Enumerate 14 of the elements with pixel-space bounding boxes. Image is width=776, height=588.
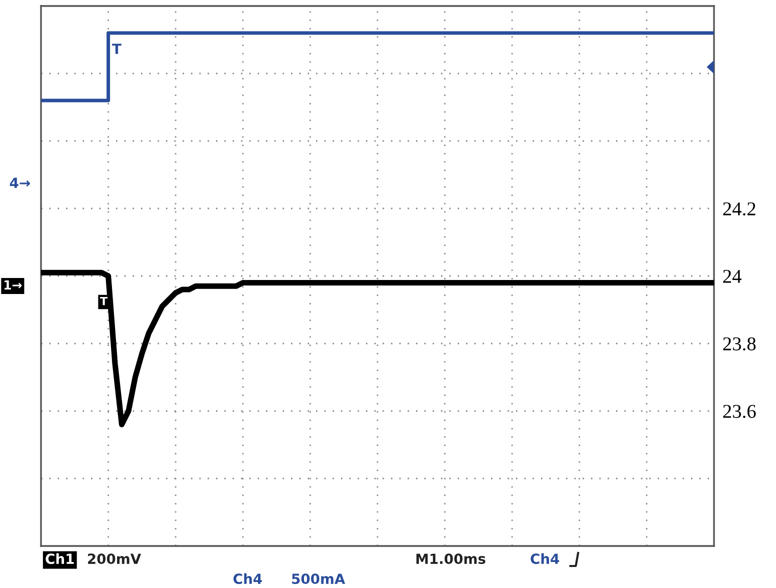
y-tick-label: 23.8 (723, 337, 756, 351)
text: Ch1 (46, 553, 74, 564)
text: Ch4 (233, 573, 262, 584)
text: Ch4 (530, 553, 560, 564)
text: M1.00ms (416, 554, 486, 564)
y-tick-label: 24.2 (723, 202, 756, 216)
annotation: T (112, 44, 122, 54)
y-tick-label: 24 (723, 270, 742, 283)
text: 200mV (88, 554, 142, 564)
y-tick-label: 23.6 (723, 404, 756, 418)
text: 4→ (10, 178, 30, 188)
annotation: T (100, 296, 108, 306)
text: 1→ (4, 280, 22, 290)
text: 500mA (292, 574, 346, 584)
